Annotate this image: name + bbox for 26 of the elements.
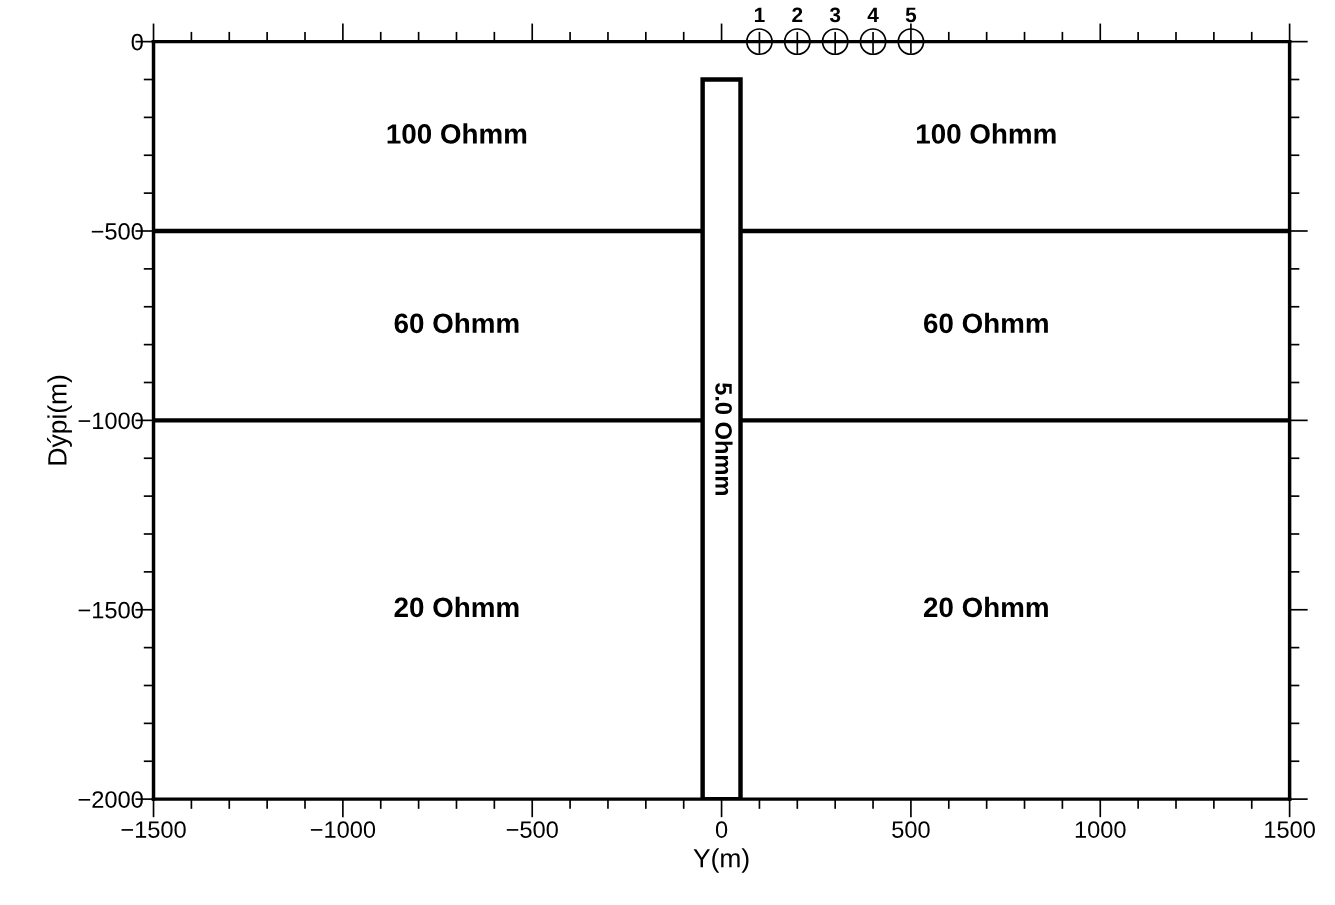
x-tick-label: −1000 [310,821,376,838]
x-tick-label: −1500 [121,821,186,838]
x-tick-label: 0 [715,821,728,838]
y-tick-label: −1000 [78,412,143,430]
x-tick-label: 500 [892,821,930,838]
annotation: 5 [905,7,917,23]
series-label: 5.0 Ohmm [715,382,733,495]
annotation: 20 Ohmm [394,596,519,618]
y-tick-label: 0 [131,33,143,51]
x-tick-label: 1000 [1075,821,1126,838]
y-tick-label: −1500 [78,601,143,619]
y-axis-title: Dýpi(m) [47,375,72,465]
annotation: 100 Ohmm [387,123,527,144]
x-axis-title: Y(m) [693,848,749,873]
annotation: 3 [829,7,841,23]
annotation: 20 Ohmm [923,596,1048,618]
annotation: 2 [792,7,803,23]
annotation: 1 [754,7,765,23]
y-tick-label: −2000 [78,791,143,808]
x-tick-label: −500 [506,821,558,838]
annotation: 4 [867,7,879,23]
annotation: 60 Ohmm [924,312,1048,334]
annotation: 100 Ohmm [917,123,1056,144]
x-tick-label: 1500 [1265,821,1315,838]
y-tick-label: −500 [91,223,143,240]
annotation: 60 Ohmm [394,312,519,334]
